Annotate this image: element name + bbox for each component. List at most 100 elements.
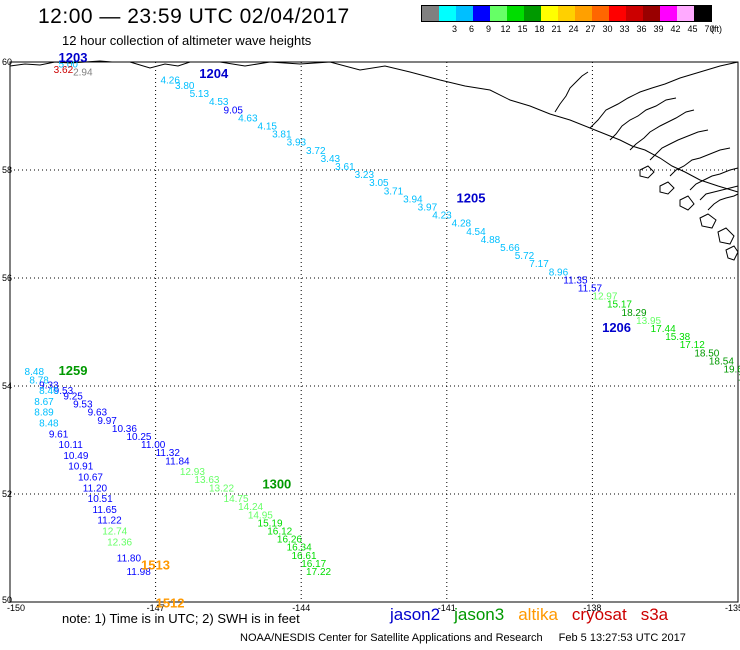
wave-height-point: 11.32 — [156, 448, 181, 459]
wave-height-point: 3.80 — [175, 81, 195, 92]
lon-tick-label: -150 — [7, 603, 25, 613]
legend-bin-label: 9 — [485, 24, 491, 34]
wave-height-point: 12.36 — [107, 537, 132, 548]
mission-s3a: s3a — [640, 605, 669, 624]
wave-height-point: 16.17 — [301, 559, 326, 570]
alaska-coastline — [9, 60, 739, 261]
legend-bin-label: 27 — [585, 24, 596, 34]
lat-tick-label: 54 — [2, 381, 12, 391]
legend-swatch — [643, 6, 660, 21]
legend-bin-label: 18 — [534, 24, 545, 34]
wave-height-point: 11.65 — [93, 505, 118, 516]
wave-height-point: 9.63 — [88, 408, 108, 419]
wave-height-point: 4.53 — [209, 97, 229, 108]
wave-height-point: 3.23 — [355, 170, 375, 181]
wave-height-point: 12.97 — [592, 292, 617, 303]
pass-time-label: 1259 — [59, 363, 88, 378]
wave-height-point: 10.91 — [68, 462, 93, 473]
wave-height-point: 16.26 — [277, 535, 302, 546]
wave-height-point: 3.43 — [321, 154, 341, 165]
legend-bin-label: 33 — [619, 24, 630, 34]
wave-height-point: 9.05 — [224, 105, 244, 116]
wave-height-point: 3.94 — [403, 194, 423, 205]
wave-height-point: 5.13 — [190, 89, 210, 100]
wave-height-point: 3.62 — [54, 65, 74, 76]
wave-height-point: 3.97 — [418, 203, 438, 214]
wave-height-point: 9.53 — [73, 400, 93, 411]
mission-altika: altika — [518, 605, 558, 624]
wave-height-point: 18.54 — [709, 356, 734, 367]
wave-height-point: 3.72 — [306, 146, 326, 157]
pass-time-label: 1300 — [262, 477, 291, 492]
pass-time-label: 1204 — [199, 66, 229, 81]
wave-height-point: 10.51 — [88, 494, 113, 505]
legend-swatch — [609, 6, 626, 21]
mission-legend: jason2 jason3 altika cryosat s3a — [390, 605, 682, 625]
wave-height-point: 8.89 — [34, 408, 54, 419]
legend-bin-label: 70 — [704, 24, 715, 34]
wave-height-point: 10.49 — [63, 451, 88, 462]
legend-swatch — [558, 6, 575, 21]
generated-timestamp: Feb 5 13:27:53 UTC 2017 — [558, 632, 686, 644]
page-title: 12:00 — 23:59 UTC 02/04/2017 — [38, 5, 350, 28]
track-1203: 5.003.62 2.94 4.263.805.134.539.054.634.15… — [54, 59, 603, 294]
wave-height-point: 8.48 — [25, 367, 45, 378]
wave-height-point: 11.98 — [126, 567, 151, 578]
track-1259: 8.488.789.339.539.259.539.639.9710.3610.… — [25, 367, 332, 578]
lat-tick-label: 52 — [2, 489, 12, 499]
wave-height-point: 8.96 — [549, 267, 569, 278]
mission-cryosat: cryosat — [571, 605, 627, 624]
wave-height-point: 11.84 — [165, 456, 190, 467]
color-legend: 3 6 9 12 15 18 21 24 27 30 33 36 39 42 45 70 (ft) — [421, 5, 722, 36]
legend-bin-label: 45 — [687, 24, 698, 34]
wave-height-point: 4.63 — [238, 113, 258, 124]
wave-height-point: 5.00 — [59, 59, 79, 70]
lat-tick-label: 56 — [2, 273, 12, 283]
pass-time-label: 1205 — [457, 190, 486, 205]
wave-height-point: 10.67 — [78, 473, 103, 484]
pass-time-label: 1513 — [141, 558, 170, 573]
pass-time-labels: 1203 1204 1205 1206 1259 1300 1513 1512 — [59, 50, 631, 610]
wave-height-point: 11.22 — [97, 516, 122, 527]
wave-height-point: 5.66 — [500, 243, 520, 254]
track-1513: 8.468.678.898.489.6110.1110.4910.9110.67… — [34, 386, 151, 578]
wave-height-point: 14.75 — [224, 494, 249, 505]
legend-swatch — [507, 6, 524, 21]
legend-swatch — [422, 6, 439, 21]
wave-height-point: 4.26 — [160, 76, 180, 87]
legend-unit-label: (ft) — [711, 24, 722, 34]
wave-height-point: 8.78 — [29, 375, 49, 386]
lon-tick-label: -135 — [725, 603, 740, 613]
wave-height-point: 3.61 — [335, 162, 355, 173]
wave-height-point: 16.61 — [291, 551, 316, 562]
pass-time-label: 1206 — [602, 320, 631, 335]
wave-height-point: 10.11 — [59, 440, 84, 451]
credit-text: NOAA/NESDIS Center for Satellite Applica… — [240, 632, 543, 644]
wave-height-point: 10.36 — [112, 424, 137, 435]
wave-height-point: 16.12 — [267, 527, 292, 538]
legend-bin-label: 36 — [636, 24, 647, 34]
wave-height-point: 4.23 — [432, 211, 452, 222]
wave-height-point: 18.94 — [738, 373, 740, 384]
footer-credit: NOAA/NESDIS Center for Satellite Applica… — [240, 632, 686, 644]
wave-height-point: 4.54 — [466, 227, 486, 238]
legend-bin-label: 3 — [451, 24, 457, 34]
wave-height-point: 12.93 — [180, 467, 205, 478]
wave-height-point: 9.33 — [39, 381, 59, 392]
legend-swatch — [524, 6, 541, 21]
legend-swatch — [439, 6, 456, 21]
wave-height-point: 15.17 — [607, 300, 632, 311]
wave-height-point: 4.15 — [258, 122, 278, 133]
lon-tick-label: -144 — [292, 603, 310, 613]
axis-tick-labels: -150 -147 -144 -141 -138 -135 60 58 56 54 52 50 — [2, 57, 740, 613]
wave-height-point: 9.25 — [63, 392, 83, 403]
wave-height-point: 7.17 — [529, 259, 549, 270]
legend-swatches — [421, 5, 712, 22]
legend-bin-label: 21 — [551, 24, 562, 34]
wave-height-point: 12.74 — [102, 527, 127, 538]
wave-height-point: 18.50 — [694, 348, 719, 359]
wave-height-point: 18.29 — [622, 308, 647, 319]
wave-height-point: 3.05 — [369, 178, 389, 189]
legend-swatch — [677, 6, 694, 21]
